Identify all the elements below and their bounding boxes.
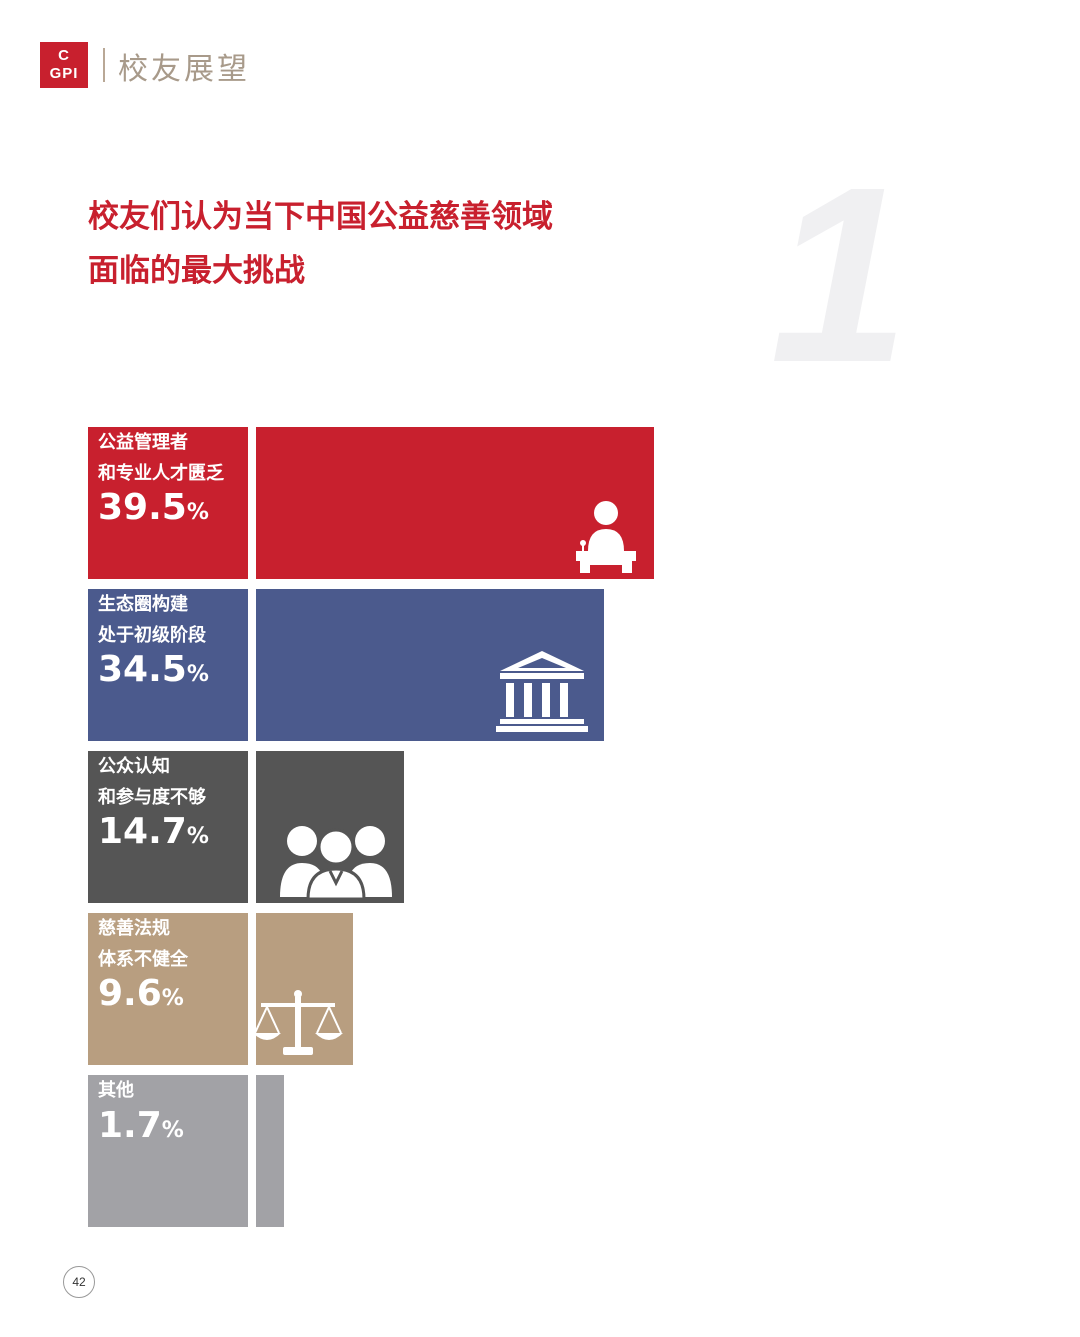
scales-of-justice-icon	[253, 989, 343, 1063]
page-title-line-2: 面临的最大挑战	[88, 253, 305, 289]
value-unit: %	[186, 662, 209, 687]
header-divider	[103, 48, 105, 82]
people-group-icon	[278, 823, 394, 903]
category-label-block: 公益管理者 和专业人才匮乏 39.5%	[88, 427, 248, 579]
value-unit: %	[161, 1118, 184, 1143]
category-label-line-1: 公众认知	[98, 756, 170, 777]
category-label: 其他	[98, 1075, 134, 1106]
page-title: 校友们认为当下中国公益慈善领域 面临的最大挑战	[88, 190, 748, 298]
category-label: 公益管理者和专业人才匮乏	[98, 427, 224, 489]
value-label: 9.6%	[98, 973, 184, 1014]
value-label: 34.5%	[98, 649, 209, 690]
bar	[256, 751, 404, 903]
category-label-line-2: 和专业人才匮乏	[98, 463, 224, 484]
institution-building-icon	[496, 649, 588, 737]
logo-line-2: GPI	[49, 65, 79, 82]
bar	[256, 589, 604, 741]
logo-line-1: C	[58, 47, 70, 64]
value-unit: %	[186, 824, 209, 849]
category-label-block: 其他 1.7%	[88, 1075, 248, 1227]
category-label-line-2: 处于初级阶段	[98, 625, 206, 646]
category-label-line-2: 体系不健全	[98, 949, 188, 970]
category-label-line-2: 和参与度不够	[98, 787, 206, 808]
category-label-block: 公众认知 和参与度不够 14.7%	[88, 751, 248, 903]
bar	[256, 1075, 284, 1227]
category-label-line-1: 其他	[98, 1080, 134, 1101]
section-title: 校友展望	[118, 52, 250, 87]
bar	[256, 427, 654, 579]
value-number: 9.6	[98, 973, 162, 1014]
category-label: 公众认知和参与度不够	[98, 751, 206, 813]
value-label: 1.7%	[98, 1105, 184, 1146]
category-label-block: 慈善法规 体系不健全 9.6%	[88, 913, 248, 1065]
value-number: 14.7	[98, 811, 187, 852]
value-unit: %	[186, 500, 209, 525]
category-label: 慈善法规 体系不健全	[98, 913, 188, 975]
cgpi-logo: C GPI	[40, 42, 88, 88]
category-label: 生态圈构建处于初级阶段	[98, 589, 206, 651]
value-number: 39.5	[98, 487, 187, 528]
category-label-line-1: 慈善法规	[98, 918, 170, 939]
value-unit: %	[161, 986, 184, 1011]
chapter-number: 1	[770, 135, 910, 414]
value-number: 34.5	[98, 649, 187, 690]
value-label: 39.5%	[98, 487, 209, 528]
category-label-line-1: 生态圈构建	[98, 594, 188, 615]
value-number: 1.7	[98, 1105, 162, 1146]
page-number: 42	[63, 1266, 95, 1298]
value-label: 14.7%	[98, 811, 209, 852]
page-title-line-1: 校友们认为当下中国公益慈善领域	[88, 199, 553, 235]
category-label-block: 生态圈构建 处于初级阶段 34.5%	[88, 589, 248, 741]
category-label-line-1: 公益管理者	[98, 432, 188, 453]
bar	[253, 913, 353, 1065]
speaker-podium-icon	[574, 499, 638, 579]
